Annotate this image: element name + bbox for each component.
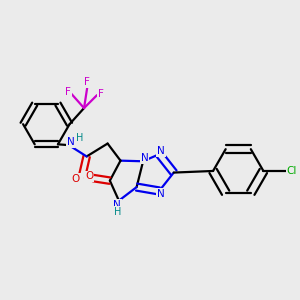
- Text: N: N: [157, 189, 165, 199]
- Text: O: O: [85, 171, 93, 182]
- Text: Cl: Cl: [286, 166, 297, 176]
- Text: N: N: [113, 200, 121, 209]
- Text: F: F: [84, 77, 90, 87]
- Text: H: H: [76, 133, 83, 143]
- Text: F: F: [65, 87, 71, 97]
- Text: N: N: [67, 137, 74, 147]
- Text: H: H: [114, 207, 121, 217]
- Text: F: F: [98, 88, 104, 99]
- Text: O: O: [72, 174, 80, 184]
- Text: N: N: [141, 153, 148, 163]
- Text: N: N: [157, 146, 165, 156]
